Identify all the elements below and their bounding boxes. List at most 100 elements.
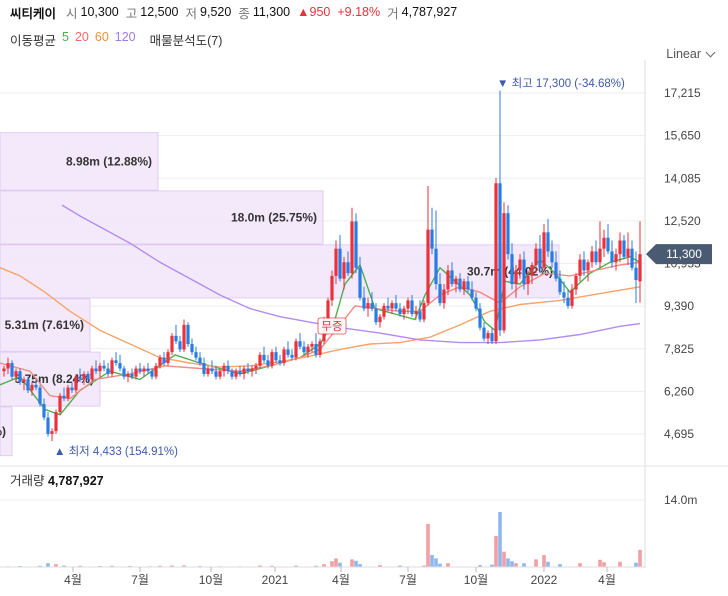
y-tick-label: 6,260	[664, 384, 694, 398]
scale-selector[interactable]: Linear	[666, 47, 716, 61]
candle-body	[526, 275, 530, 285]
candle-body	[634, 267, 638, 280]
volume-bar	[170, 565, 174, 567]
volume-bar	[78, 565, 82, 567]
candle-body	[66, 387, 70, 399]
candle-body	[354, 221, 358, 268]
candle-body	[614, 254, 618, 263]
candle-body	[110, 360, 114, 374]
candle-body	[338, 248, 342, 279]
x-tick-label: 10월	[199, 573, 223, 587]
candle-body	[258, 354, 262, 366]
volume-bar	[522, 563, 526, 567]
candle-body	[82, 373, 86, 380]
candle-body	[450, 270, 454, 285]
candle-body	[550, 251, 554, 263]
y-tick-label: 7,825	[664, 342, 694, 356]
price-axis: 17,21515,65014,08512,52010,9559,3907,825…	[644, 60, 701, 568]
candle-body	[458, 278, 462, 290]
candle-body	[130, 373, 134, 377]
candle-body	[194, 352, 198, 358]
volume-bar	[598, 559, 602, 567]
stock-name[interactable]: 씨티케이	[10, 6, 57, 21]
candle-body	[326, 300, 330, 320]
candle-body	[134, 368, 138, 377]
current-price-tag	[646, 244, 712, 265]
volume-bar	[378, 565, 382, 567]
volume-bar	[438, 563, 442, 567]
volume-profile-toggle[interactable]: 매물분석도(7)	[149, 34, 223, 48]
candle-body	[486, 333, 490, 339]
candle-body	[94, 368, 98, 372]
high-price: 12,500	[140, 5, 179, 19]
x-tick-label: 7월	[399, 573, 417, 587]
candle-body	[190, 343, 194, 353]
candle-body	[478, 308, 482, 328]
candle-body	[230, 371, 234, 377]
volume-bar	[502, 551, 506, 567]
event-label: 무증	[321, 321, 342, 333]
volume-bar	[634, 562, 638, 567]
candle-body	[146, 368, 150, 372]
volume-bar	[422, 565, 426, 567]
volume-bar	[434, 558, 438, 567]
candle-body	[98, 365, 102, 372]
open-label: 시	[66, 6, 78, 21]
volume-value: 4,787,927	[401, 5, 458, 19]
candle-body	[102, 365, 106, 369]
candle-body	[518, 259, 522, 271]
candle-body	[266, 360, 270, 366]
candle-body	[318, 341, 322, 355]
candle-body	[530, 264, 534, 276]
volume-profile-bar	[0, 190, 324, 245]
volume-bar	[338, 562, 342, 567]
candle-body	[350, 221, 354, 274]
x-tick-label: 4월	[64, 573, 82, 587]
candle-body	[514, 270, 518, 285]
candle-body	[534, 248, 538, 265]
volume-bar	[182, 565, 186, 567]
x-tick-label: 10월	[464, 573, 488, 587]
volume-bar	[270, 565, 274, 567]
candle-body	[442, 289, 446, 304]
candle-body	[294, 341, 298, 358]
ma5-label[interactable]: 5	[62, 30, 69, 44]
candle-body	[54, 412, 58, 432]
candle-body	[558, 278, 562, 293]
ma120-line	[61, 204, 641, 344]
candle-body	[522, 259, 526, 285]
candle-body	[206, 368, 210, 374]
volume-tick-label: 14.0m	[664, 493, 697, 507]
volume-bar	[158, 565, 162, 567]
volume-bar	[638, 549, 642, 567]
volume-bar	[602, 562, 606, 567]
volume-bar	[334, 558, 338, 567]
candle-body	[586, 262, 590, 271]
candle-body	[126, 373, 130, 377]
ma120-label[interactable]: 120	[114, 30, 136, 44]
candle-body	[626, 248, 630, 257]
candle-body	[362, 297, 366, 309]
candle-body	[422, 303, 426, 320]
candle-body	[538, 248, 542, 268]
x-tick-label: 7월	[131, 573, 149, 587]
candle-body	[570, 289, 574, 306]
candle-body	[366, 303, 370, 309]
price-change: ▲950	[297, 5, 331, 19]
close-price: 11,300	[252, 5, 291, 19]
candle-body	[86, 373, 90, 380]
ma20-label[interactable]: 20	[74, 30, 89, 44]
candle-body	[554, 262, 558, 279]
candle-body	[6, 363, 10, 369]
candle-body	[198, 357, 202, 364]
moving-average-title[interactable]: 이동평균	[10, 34, 57, 48]
candle-body	[606, 237, 610, 252]
ma60-label[interactable]: 60	[94, 30, 109, 44]
volume-pane-value: 4,787,927	[48, 474, 104, 488]
candle-body	[302, 346, 306, 353]
candle-body	[78, 376, 82, 380]
candle-body	[630, 248, 634, 268]
candle-body	[402, 308, 406, 315]
low-label: 저	[185, 6, 198, 21]
